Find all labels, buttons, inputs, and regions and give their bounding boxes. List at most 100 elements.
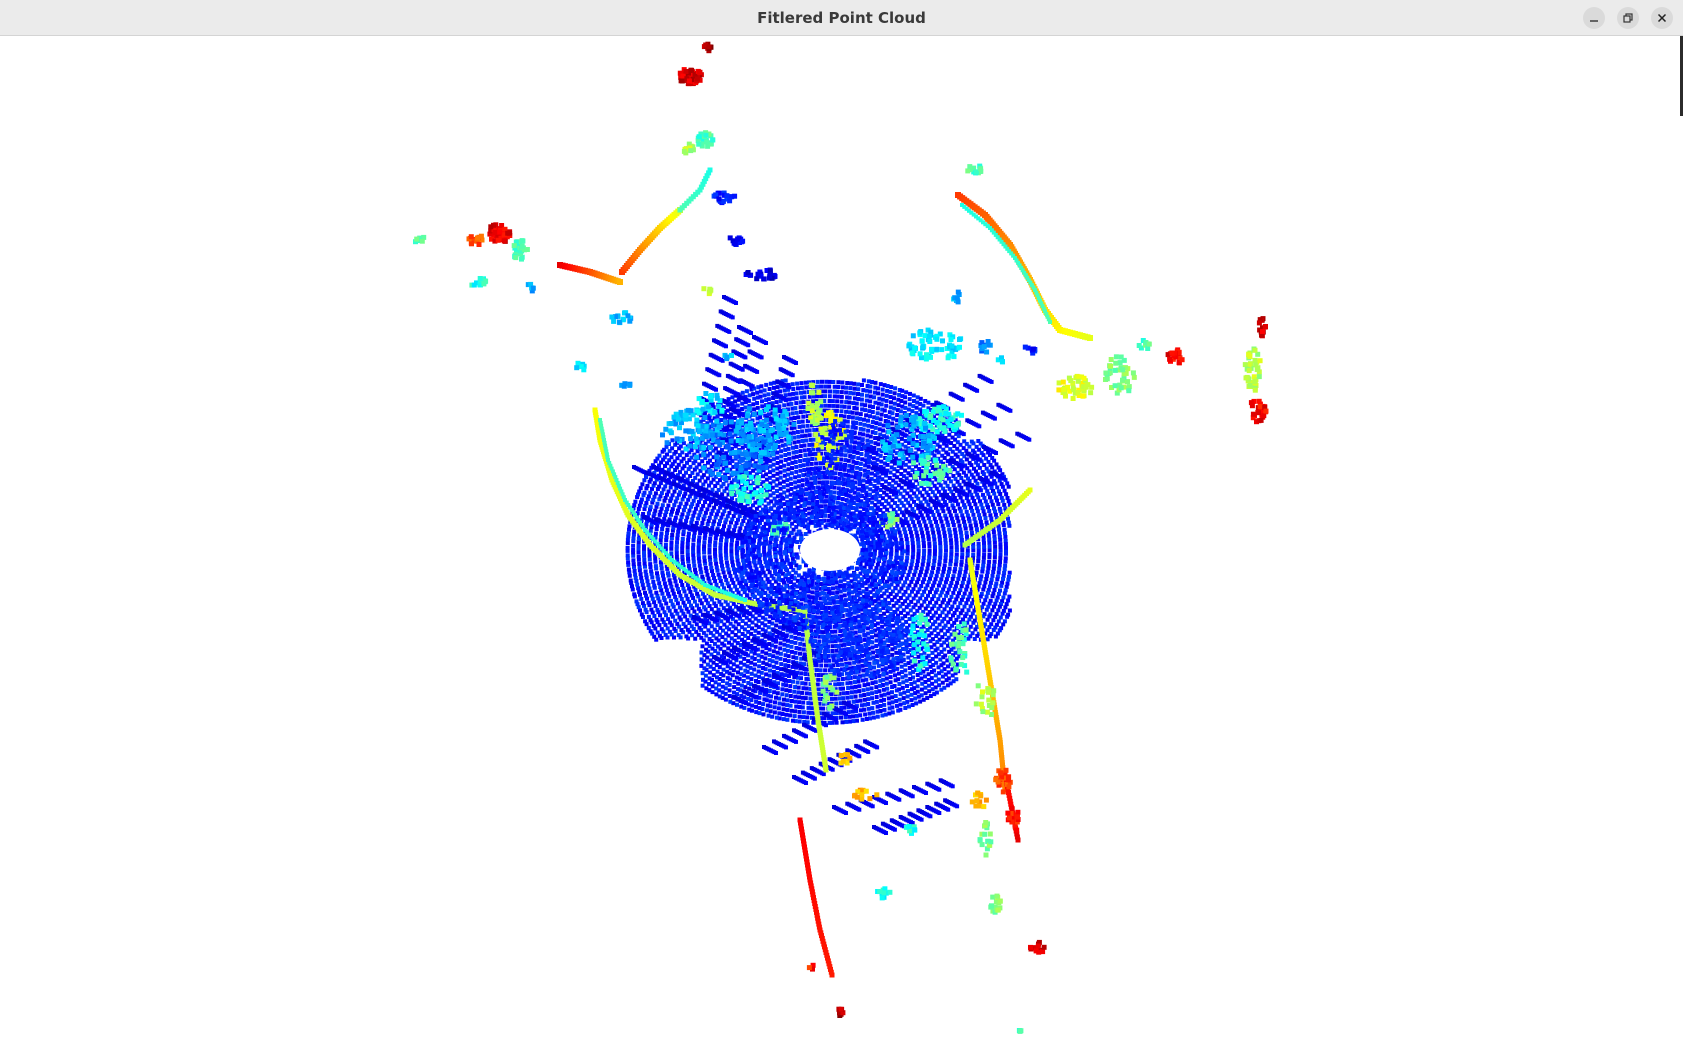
point <box>636 586 641 591</box>
point <box>901 652 906 657</box>
point <box>717 522 721 527</box>
point <box>898 702 903 707</box>
maximize-button[interactable] <box>1617 7 1639 29</box>
point <box>788 476 793 481</box>
point <box>894 688 899 693</box>
point <box>979 574 984 579</box>
point <box>857 634 862 639</box>
point <box>998 556 1003 561</box>
point <box>983 580 988 585</box>
point-cloud-render[interactable] <box>0 36 1683 1048</box>
point <box>650 500 655 505</box>
point <box>783 673 787 678</box>
point <box>965 486 970 491</box>
point <box>899 586 904 591</box>
point <box>902 701 907 706</box>
point <box>840 492 845 496</box>
point <box>714 512 719 517</box>
point <box>789 471 794 476</box>
point <box>824 663 828 668</box>
point <box>778 470 783 475</box>
point <box>882 461 887 466</box>
point <box>921 644 926 649</box>
point <box>949 581 954 585</box>
point <box>997 534 1002 539</box>
point <box>720 582 725 587</box>
point <box>802 390 807 395</box>
point <box>905 625 910 630</box>
point <box>907 465 912 470</box>
title-bar[interactable]: Fitlered Point Cloud <box>0 0 1683 36</box>
point <box>835 404 840 409</box>
point <box>855 521 860 526</box>
close-button[interactable] <box>1651 7 1673 29</box>
point <box>807 428 812 433</box>
point <box>1002 502 1007 507</box>
point <box>896 677 901 682</box>
point <box>775 385 780 390</box>
point <box>736 687 740 692</box>
point <box>888 395 893 399</box>
point <box>777 575 782 580</box>
point <box>693 636 698 641</box>
point <box>717 576 722 580</box>
point <box>943 513 948 518</box>
point <box>987 625 992 630</box>
point <box>852 615 857 620</box>
point <box>744 526 749 530</box>
point <box>722 489 727 494</box>
point <box>778 486 783 491</box>
point <box>744 582 749 587</box>
point <box>768 699 773 704</box>
point <box>885 609 890 614</box>
point <box>788 492 793 497</box>
point <box>880 502 884 507</box>
point <box>908 566 913 571</box>
point <box>868 389 873 394</box>
point <box>713 474 718 479</box>
point <box>789 426 794 431</box>
point <box>673 629 678 633</box>
point <box>799 381 804 386</box>
point <box>710 569 714 573</box>
point <box>868 444 873 449</box>
point <box>782 697 786 702</box>
point <box>762 692 767 697</box>
point <box>903 395 908 400</box>
point <box>964 509 969 514</box>
point <box>807 677 812 682</box>
point <box>718 610 723 615</box>
point <box>941 661 946 666</box>
point <box>921 537 926 542</box>
point <box>680 450 685 455</box>
point-cloud-viewport[interactable] <box>0 36 1683 1048</box>
point <box>903 400 908 405</box>
point <box>895 627 900 632</box>
point <box>793 519 798 523</box>
point <box>840 667 844 672</box>
point <box>938 516 943 521</box>
point <box>800 434 805 439</box>
point <box>764 651 769 656</box>
point <box>962 439 967 444</box>
point <box>958 442 963 447</box>
point <box>987 544 992 549</box>
point <box>720 641 725 646</box>
point <box>891 449 896 454</box>
point <box>964 530 969 535</box>
point <box>903 566 908 571</box>
point <box>891 579 896 584</box>
point <box>936 480 941 485</box>
point <box>696 516 701 521</box>
point <box>678 444 683 449</box>
point <box>981 560 986 564</box>
point <box>728 467 733 472</box>
minimize-button[interactable] <box>1583 7 1605 29</box>
point <box>878 683 883 688</box>
point <box>685 460 689 465</box>
point <box>891 478 896 483</box>
point <box>937 537 942 542</box>
point <box>767 658 772 663</box>
point <box>995 574 1000 579</box>
point <box>934 573 939 578</box>
